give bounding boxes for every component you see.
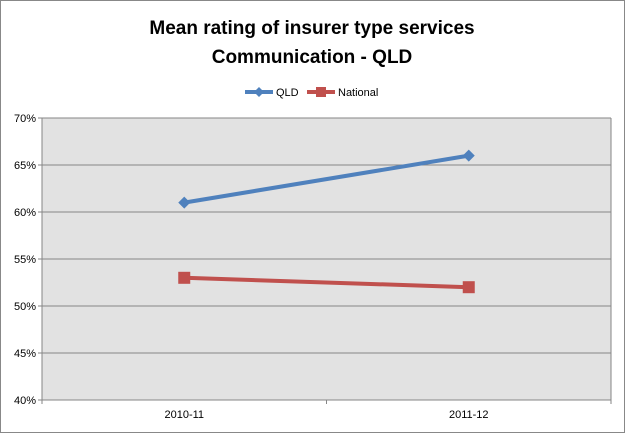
x-tick-label-1: 2011-12 [449, 409, 489, 421]
point-qld-1 [462, 149, 475, 162]
legend: QLD National [245, 87, 378, 99]
y-tick-label-4: 60% [14, 207, 36, 219]
y-tick-label-0: 40% [14, 395, 36, 407]
legend-label-qld: QLD [276, 87, 299, 99]
legend-marker-national [316, 87, 326, 97]
y-axis-tick-labels: 40% 45% 50% 55% 60% 65% 70% [14, 113, 36, 407]
series-line-qld [183, 153, 470, 205]
y-tick-label-3: 55% [14, 254, 36, 266]
legend-marker-qld [254, 87, 264, 97]
chart-title: Mean rating of insurer type services [149, 18, 474, 39]
point-qld-0 [178, 196, 191, 209]
series-line-national [184, 275, 469, 290]
point-national-0 [178, 271, 191, 284]
x-axis-tick-labels: 2010-11 2011-12 [164, 409, 488, 421]
legend-label-national: National [338, 87, 378, 99]
series-layer [178, 149, 475, 294]
series-national [178, 271, 475, 294]
x-tick-label-0: 2010-11 [164, 409, 204, 421]
axes [38, 117, 612, 404]
y-tick-label-6: 70% [14, 113, 36, 125]
point-national-1 [462, 281, 475, 294]
series-qld [178, 149, 475, 209]
y-tick-label-5: 65% [14, 160, 36, 172]
y-tick-label-1: 45% [14, 348, 36, 360]
y-tick-label-2: 50% [14, 301, 36, 313]
chart-subtitle: Communication - QLD [212, 47, 413, 68]
